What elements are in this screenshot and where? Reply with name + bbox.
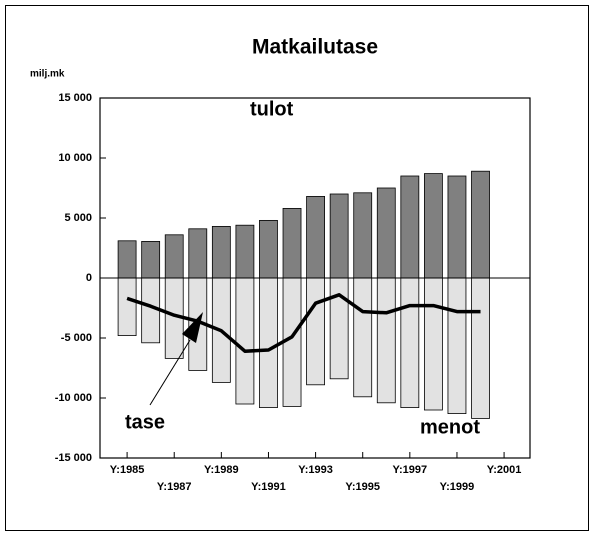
- x-tick-label: Y:1989: [204, 464, 239, 476]
- y-tick-label: 15 000: [58, 92, 92, 104]
- bar: [329, 193, 349, 279]
- x-tick-label: Y:1987: [157, 481, 192, 493]
- x-tick-label: Y:1999: [440, 481, 475, 493]
- y-tick-label: 5 000: [64, 212, 92, 224]
- y-axis-label: milj.mk: [30, 69, 65, 80]
- bar: [117, 240, 137, 279]
- x-tick-label: Y:1985: [110, 464, 145, 476]
- x-tick-label: Y:1995: [345, 481, 380, 493]
- bar: [259, 277, 278, 409]
- bar: [164, 234, 184, 279]
- chart-title: Matkailutase: [252, 36, 378, 59]
- bar: [353, 192, 373, 279]
- bar: [188, 228, 208, 279]
- bar: [353, 277, 373, 398]
- bar: [376, 277, 396, 404]
- x-tick-label: Y:1993: [298, 464, 333, 476]
- bar: [306, 195, 325, 279]
- bar: [471, 277, 490, 419]
- x-tick-label: Y:1991: [251, 481, 286, 493]
- bar: [211, 225, 231, 279]
- series-annotation: menot: [420, 416, 480, 438]
- bar: [400, 175, 420, 279]
- bar: [259, 219, 278, 279]
- x-tick-label: Y:2001: [487, 464, 522, 476]
- y-tick-label: 0: [86, 272, 92, 284]
- line-series: [126, 293, 481, 353]
- bar: [282, 207, 302, 279]
- outer-border: [5, 5, 589, 531]
- x-tick-label: Y:1997: [393, 464, 428, 476]
- bar: [235, 277, 255, 405]
- bar: [376, 187, 396, 279]
- bar: [447, 277, 467, 415]
- y-tick-label: -10 000: [55, 392, 92, 404]
- series-annotation: tulot: [250, 98, 294, 120]
- bar: [447, 175, 467, 279]
- series-annotation: tase: [125, 411, 165, 433]
- bar: [471, 170, 490, 279]
- bar: [117, 277, 137, 336]
- bar: [400, 277, 420, 409]
- bar: [423, 277, 443, 411]
- annotation-arrow: [149, 339, 191, 406]
- bar: [306, 277, 325, 386]
- bar: [235, 224, 255, 279]
- bar: [423, 173, 443, 279]
- y-tick-label: 10 000: [58, 152, 92, 164]
- y-tick-label: -15 000: [55, 452, 92, 464]
- annotation-arrowhead: [182, 312, 203, 343]
- y-tick-label: -5 000: [61, 332, 92, 344]
- bar: [141, 240, 161, 279]
